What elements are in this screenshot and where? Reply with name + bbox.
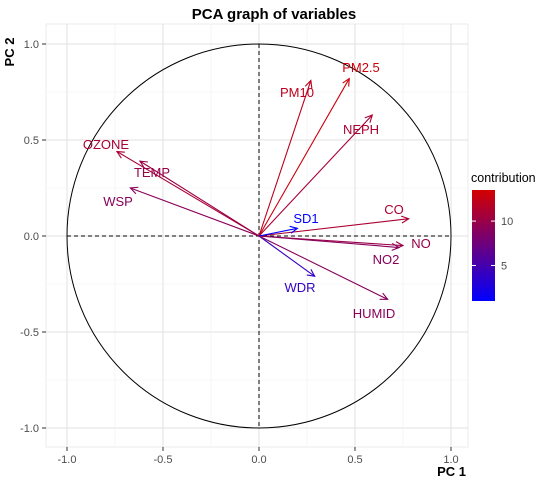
- x-tick-label: -1.0: [58, 454, 77, 466]
- y-tick-label: -1.0: [20, 423, 39, 435]
- arrowhead-ozone: [115, 150, 125, 159]
- arrow-neph: [258, 114, 373, 237]
- arrowhead-wsp: [129, 186, 139, 195]
- arrowhead-no2: [391, 242, 401, 251]
- y-tick-label: -0.5: [20, 327, 39, 339]
- x-axis-title: PC 1: [437, 464, 466, 479]
- chart-title: PCA graph of variables: [192, 6, 357, 23]
- label-pm10: PM10: [280, 85, 314, 100]
- legend-tick-label: 5: [501, 260, 507, 272]
- arrow-temp: [139, 160, 260, 237]
- y-tick-label: 0.5: [24, 135, 39, 147]
- arrowhead-wdr: [306, 269, 316, 278]
- arrow-sd1: [258, 227, 298, 237]
- label-sd1: SD1: [293, 211, 318, 226]
- arrow-ozone: [116, 151, 260, 237]
- label-humid: HUMID: [353, 306, 396, 321]
- label-wdr: WDR: [284, 280, 315, 295]
- legend-colorbar: [472, 190, 495, 301]
- label-pm25: PM2.5: [342, 60, 380, 75]
- arrow-humid: [258, 235, 388, 300]
- arrowhead-neph: [364, 114, 374, 123]
- label-no2: NO2: [373, 252, 400, 267]
- x-tick-label: 1.0: [443, 454, 458, 466]
- label-wsp: WSP: [103, 194, 133, 209]
- label-co: CO: [384, 202, 404, 217]
- label-ozone: OZONE: [83, 137, 130, 152]
- arrowhead-pm10: [304, 79, 313, 89]
- arrowhead-pm25: [342, 77, 350, 87]
- plot-area: -1.0 -0.5 0.0 0.5 1.0 -1.0 -0.5 0.0 0.5 1.0 PM2.5 P…: [20, 23, 469, 466]
- legend-title: contribution: [471, 171, 536, 185]
- legend-tick-label: 10: [501, 216, 513, 228]
- y-tick-label: 1.0: [24, 39, 39, 51]
- arrow-wsp: [130, 187, 260, 237]
- legend: contribution 5 10: [471, 171, 536, 301]
- arrow-pm25: [258, 78, 350, 237]
- arrowhead-temp: [138, 160, 148, 169]
- arrowhead-co: [401, 215, 411, 224]
- label-temp: TEMP: [134, 165, 170, 180]
- arrowhead-sd1: [289, 225, 299, 234]
- arrow-co: [258, 218, 409, 237]
- y-tick-label: 0.0: [24, 231, 39, 243]
- arrowhead-humid: [379, 292, 389, 300]
- label-no: NO: [411, 236, 431, 251]
- x-tick-label: 0.5: [347, 454, 362, 466]
- arrow-pm10: [258, 80, 312, 237]
- y-axis-title: PC 2: [2, 38, 17, 67]
- arrow-wdr: [258, 235, 316, 277]
- arrow-no2: [258, 235, 400, 249]
- label-neph: NEPH: [343, 122, 379, 137]
- x-tick-label: -0.5: [154, 454, 173, 466]
- x-tick-label: 0.0: [251, 454, 266, 466]
